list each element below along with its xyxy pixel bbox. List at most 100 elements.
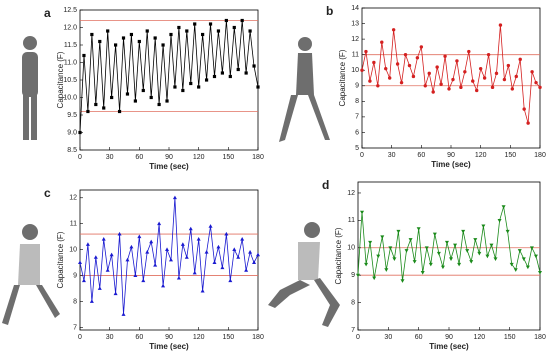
data-point	[121, 36, 126, 40]
data-point	[137, 39, 141, 44]
x-tick-label: 0	[356, 334, 360, 341]
data-line	[79, 20, 259, 133]
data-point	[256, 85, 260, 89]
data-point	[471, 79, 475, 83]
data-point	[391, 28, 396, 32]
data-point	[125, 257, 130, 262]
data-point	[228, 74, 232, 79]
data-point	[440, 265, 445, 270]
x-tick-label: 0	[360, 152, 364, 159]
data-point	[145, 250, 150, 254]
panel-label: d	[322, 178, 329, 192]
data-point	[109, 252, 114, 257]
person-walking	[279, 37, 330, 142]
data-point	[180, 242, 185, 246]
data-point	[197, 85, 201, 89]
data-point	[521, 257, 526, 261]
data-point	[153, 36, 157, 40]
data-point	[489, 243, 494, 248]
data-point	[372, 276, 377, 281]
y-tick-label: 9	[355, 83, 359, 90]
data-point	[224, 18, 228, 23]
data-point	[475, 88, 479, 93]
data-point	[157, 221, 162, 226]
y-tick-label: 9.0	[67, 129, 77, 136]
data-point	[481, 224, 486, 229]
data-point	[248, 250, 253, 254]
data-point	[529, 246, 534, 250]
data-point	[89, 299, 94, 303]
y-tick-label: 11	[352, 52, 359, 59]
y-tick-label: 12	[347, 190, 355, 197]
data-point	[240, 18, 244, 23]
y-tick-label: 11.0	[64, 59, 77, 66]
data-point	[173, 85, 177, 89]
data-point	[514, 74, 518, 79]
x-axis-label: Time (sec)	[429, 342, 469, 351]
y-tick-label: 12	[351, 36, 359, 43]
data-point	[208, 22, 213, 26]
data-point	[423, 84, 427, 88]
data-point	[129, 32, 134, 37]
data-point	[93, 255, 98, 259]
data-point	[498, 23, 503, 27]
data-point	[141, 278, 146, 283]
data-point	[244, 268, 249, 272]
data-point	[376, 254, 381, 259]
data-point	[236, 67, 240, 72]
x-tick-label: 30	[388, 152, 396, 159]
data-point	[534, 80, 538, 85]
data-point	[477, 251, 482, 256]
plot-frame	[357, 181, 541, 331]
data-point	[408, 238, 413, 242]
y-tick-label: 13	[351, 20, 359, 27]
data-point	[82, 53, 86, 58]
person-running	[268, 222, 340, 327]
x-tick-label: 0	[78, 154, 82, 161]
x-tick-label: 30	[106, 154, 114, 161]
data-point	[463, 70, 467, 74]
data-point	[360, 210, 365, 215]
data-point	[224, 231, 229, 236]
y-tick-label: 8	[355, 98, 359, 105]
data-point	[212, 74, 217, 79]
data-point	[407, 63, 412, 68]
y-tick-label: 9.5	[67, 112, 77, 119]
x-tick-label: 120	[473, 334, 485, 341]
data-point	[403, 52, 408, 57]
data-point	[228, 278, 233, 283]
data-point	[244, 71, 248, 75]
data-point	[121, 312, 126, 316]
data-point	[117, 231, 122, 236]
y-tick-label: 10	[347, 245, 355, 252]
data-point	[360, 68, 364, 72]
data-point	[465, 249, 470, 253]
data-point	[412, 260, 417, 264]
x-tick-label: 150	[504, 334, 516, 341]
y-tick-label: 8	[73, 298, 77, 305]
y-tick-label: 9	[73, 272, 77, 279]
data-point	[517, 249, 522, 253]
data-point	[106, 29, 110, 33]
data-point	[184, 255, 189, 259]
data-point	[416, 227, 421, 231]
x-tick-label: 90	[165, 154, 173, 161]
data-point	[428, 262, 433, 267]
x-tick-label: 60	[135, 334, 143, 341]
y-tick-label: 12.0	[63, 24, 77, 31]
data-point	[188, 226, 193, 231]
data-point	[216, 29, 221, 33]
data-point	[153, 262, 158, 267]
data-point	[200, 288, 205, 293]
data-point	[400, 279, 405, 283]
data-point	[85, 242, 90, 246]
data-point	[420, 271, 425, 275]
data-point	[181, 88, 185, 93]
data-point	[485, 254, 490, 259]
data-point	[387, 76, 392, 80]
y-tick-label: 7	[355, 114, 359, 121]
y-axis-label: Capacitance (F)	[334, 227, 343, 284]
data-point	[201, 32, 205, 37]
y-tick-label: 11	[348, 217, 355, 224]
